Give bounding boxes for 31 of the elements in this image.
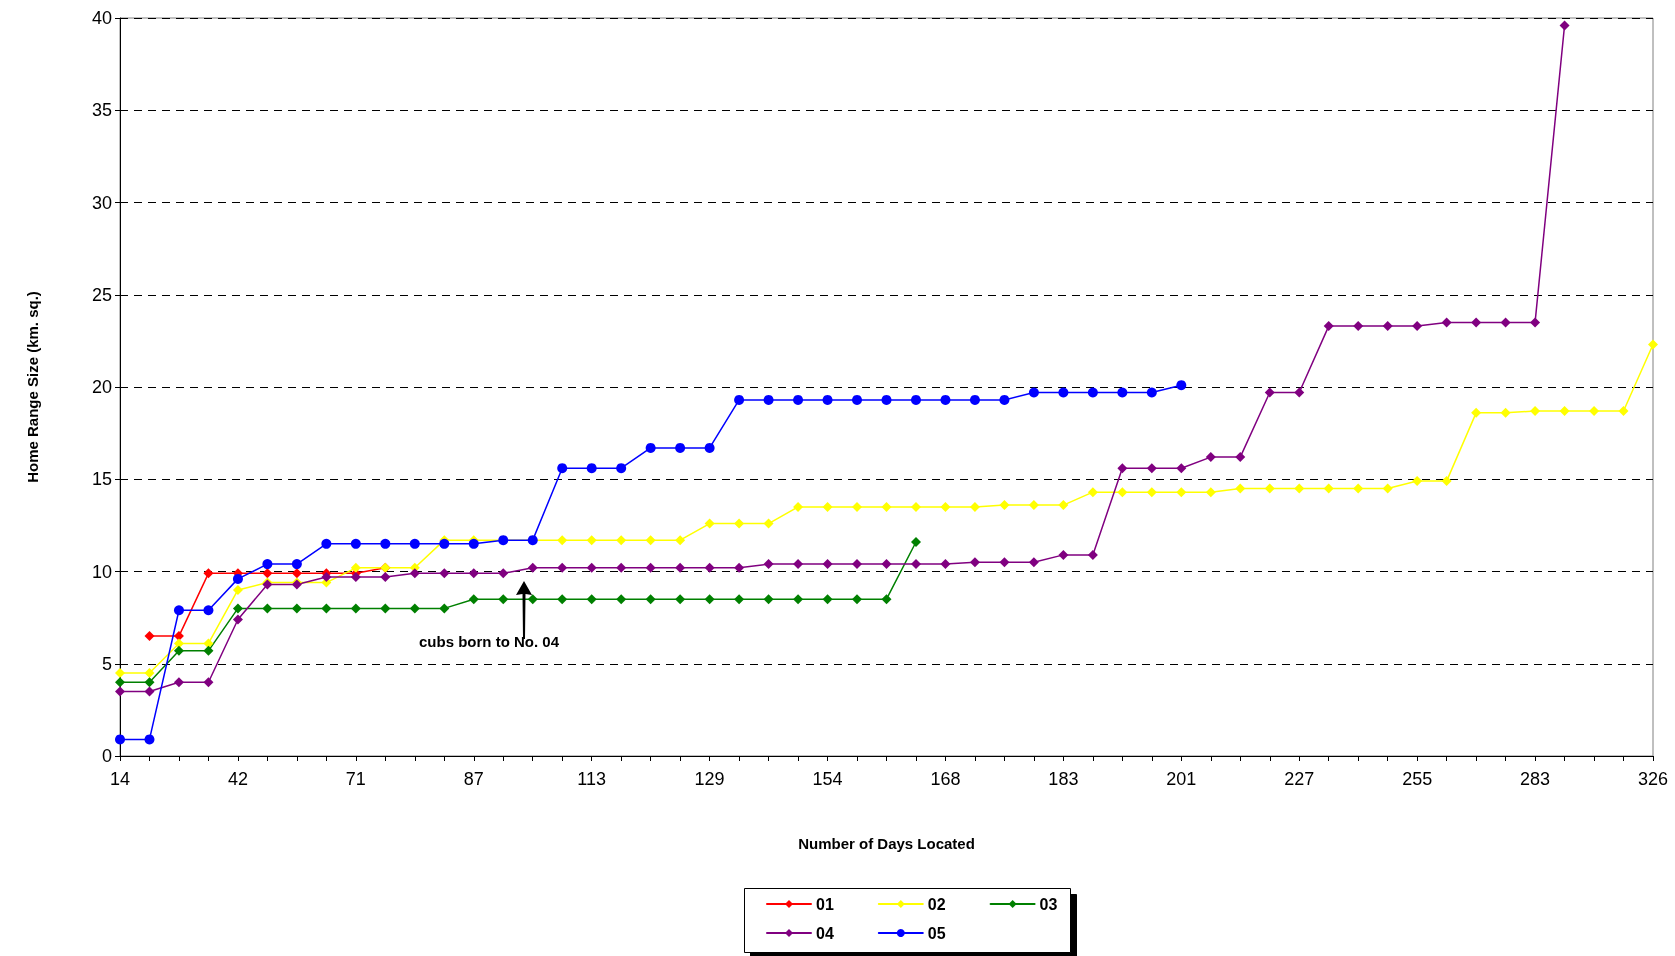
legend-label: 03 (1039, 895, 1058, 913)
x-tick-label: 87 (463, 769, 484, 789)
x-tick-label: 14 (109, 769, 131, 789)
y-tick-label: 20 (91, 377, 112, 397)
y-tick-label: 25 (91, 284, 112, 305)
x-tick-label: 283 (1520, 769, 1551, 789)
y-tick-label: 0 (101, 746, 112, 766)
x-tick-label: 129 (694, 769, 725, 789)
legend-label: 01 (816, 895, 834, 913)
x-tick-label: 201 (1166, 769, 1197, 789)
x-tick-label: 326 (1637, 769, 1669, 789)
x-tick-label: 154 (812, 769, 843, 789)
y-tick-label: 15 (91, 469, 112, 490)
x-tick-label: 42 (227, 769, 248, 789)
legend-label: 04 (816, 924, 834, 942)
x-tick-label: 113 (577, 769, 607, 789)
x-tick-label: 168 (930, 769, 961, 789)
y-tick-label: 40 (91, 8, 112, 28)
y-tick-label: 30 (91, 192, 112, 213)
y-tick-label: 5 (101, 653, 112, 674)
legend-label: 02 (927, 895, 946, 913)
x-tick-label: 183 (1048, 769, 1079, 789)
y-tick-label: 10 (91, 561, 112, 582)
y-axis-title: Home Range Size (km. sq.) (24, 291, 41, 483)
x-axis-title: Number of Days Located (798, 835, 975, 852)
legend-label: 05 (927, 924, 946, 942)
x-tick-label: 255 (1402, 769, 1433, 789)
annotation: cubs born to No. 04 (418, 633, 559, 651)
x-tick-label: 71 (345, 769, 366, 789)
y-tick-label: 35 (91, 100, 112, 121)
x-tick-label: 227 (1284, 769, 1315, 789)
